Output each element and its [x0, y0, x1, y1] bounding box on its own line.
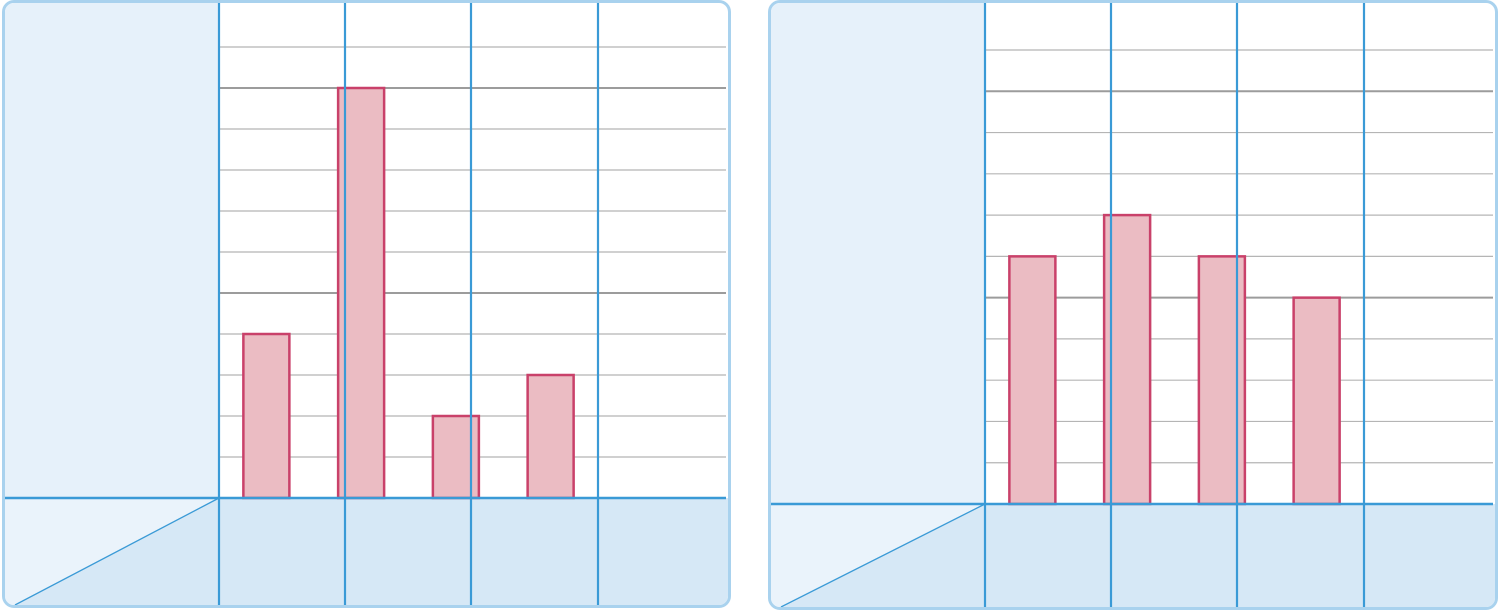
y-axis-label-area — [771, 3, 985, 504]
chart-panel-right — [768, 0, 1498, 610]
bar-4 — [1292, 296, 1341, 506]
chart-panel-left — [2, 0, 731, 608]
bar-chart-left — [5, 3, 728, 605]
y-axis-label-area — [5, 3, 219, 498]
bar-1 — [242, 332, 291, 500]
corner-header-cell — [771, 504, 985, 607]
bar-chart-right — [771, 3, 1495, 607]
bar-4 — [526, 373, 575, 500]
corner-diagonal-line — [780, 503, 986, 607]
corner-diagonal-line — [14, 497, 220, 605]
corner-header-cell — [5, 498, 219, 605]
bar-1 — [1008, 255, 1057, 506]
